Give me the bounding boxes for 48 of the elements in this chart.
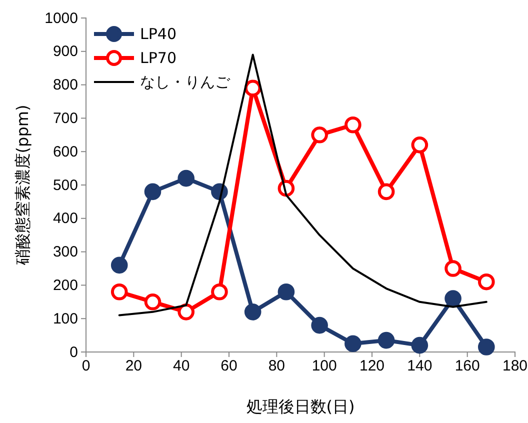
point: [311, 316, 328, 334]
point: [444, 260, 462, 277]
y-tick-label: 1000: [44, 10, 78, 27]
point: [178, 170, 195, 187]
y-tick-label: 300: [52, 244, 78, 261]
y-tick-label: 400: [52, 210, 78, 228]
x-tick-label: 140: [407, 358, 432, 375]
point: [478, 273, 495, 290]
x-tick-label: 60: [220, 358, 238, 375]
x-tick-label: 20: [125, 358, 142, 375]
y-tick-label: 700: [52, 110, 78, 127]
point: [378, 332, 395, 349]
legend-label: なし・りんご: [140, 73, 231, 91]
x-tick-label: 80: [268, 358, 286, 375]
point: [178, 304, 195, 320]
point: [244, 80, 262, 97]
point: [344, 116, 362, 134]
point: [444, 290, 462, 307]
point: [378, 183, 395, 200]
x-tick-label: 120: [359, 358, 385, 375]
point: [478, 338, 495, 356]
point: [411, 336, 428, 354]
point: [278, 283, 295, 300]
y-tick-label: 500: [52, 176, 78, 194]
point: [144, 183, 162, 200]
x-tick-label: 40: [172, 358, 190, 375]
y-tick-label: 0: [70, 344, 78, 361]
y-tick-label: 900: [52, 43, 78, 60]
legend-label: LP70: [140, 49, 176, 67]
y-axis-title: 硝酸態窒素濃度(ppm): [13, 104, 32, 266]
x-tick-label: 180: [502, 358, 528, 375]
point: [144, 294, 162, 310]
point: [110, 256, 128, 274]
point: [311, 126, 328, 144]
y-tick-label: 800: [52, 76, 78, 94]
y-tick-label: 600: [52, 143, 78, 160]
legend-label: LP40: [140, 25, 176, 43]
x-tick-label: 0: [82, 358, 90, 375]
x-tick-label: 100: [312, 358, 337, 375]
point: [211, 283, 228, 300]
point: [110, 283, 128, 300]
point: [344, 335, 362, 352]
y-tick-label: 100: [52, 310, 78, 328]
y-tick-label: 200: [52, 277, 78, 294]
x-tick-label: 160: [454, 358, 480, 375]
point: [411, 136, 428, 154]
x-axis-title: 処理後日数(日): [246, 397, 355, 416]
point: [244, 304, 262, 320]
